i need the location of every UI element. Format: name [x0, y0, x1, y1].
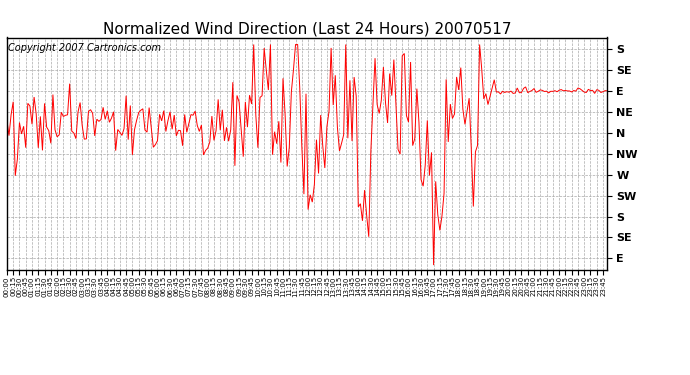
Text: Copyright 2007 Cartronics.com: Copyright 2007 Cartronics.com: [8, 44, 161, 53]
Title: Normalized Wind Direction (Last 24 Hours) 20070517: Normalized Wind Direction (Last 24 Hours…: [103, 21, 511, 36]
